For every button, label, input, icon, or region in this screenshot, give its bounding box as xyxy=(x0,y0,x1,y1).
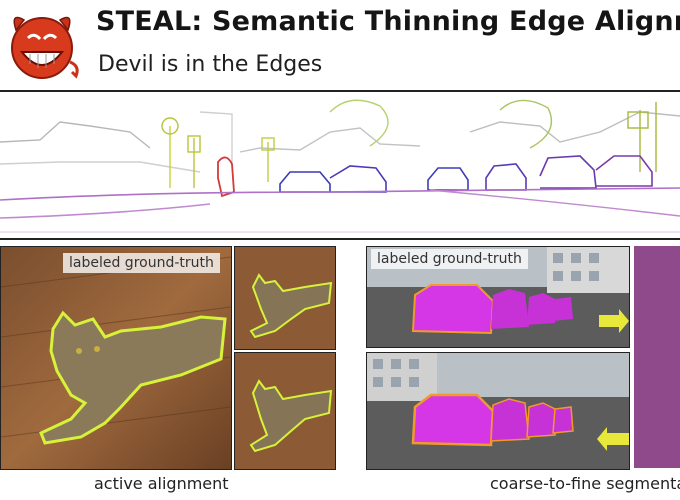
semantic-edge-map xyxy=(0,90,680,240)
page-subtitle: Devil is in the Edges xyxy=(98,52,322,77)
page-title: STEAL: Semantic Thinning Edge Alignment xyxy=(96,6,680,37)
cat-caption: active alignment xyxy=(94,474,229,493)
street-refined-image xyxy=(366,352,630,470)
cat-main-image: labeled ground-truth xyxy=(0,246,232,470)
street-caption: coarse-to-fine segmentation xyxy=(490,474,680,493)
street-ground-truth-label: labeled ground-truth xyxy=(371,249,528,269)
devil-logo-icon xyxy=(4,6,80,82)
street-labeled-image: labeled ground-truth xyxy=(366,246,630,348)
cat-thumbnail-bottom xyxy=(234,352,336,470)
segmentation-output-panel xyxy=(634,246,680,468)
cat-thumbnail-top xyxy=(234,246,336,350)
cat-ground-truth-label: labeled ground-truth xyxy=(63,253,220,273)
